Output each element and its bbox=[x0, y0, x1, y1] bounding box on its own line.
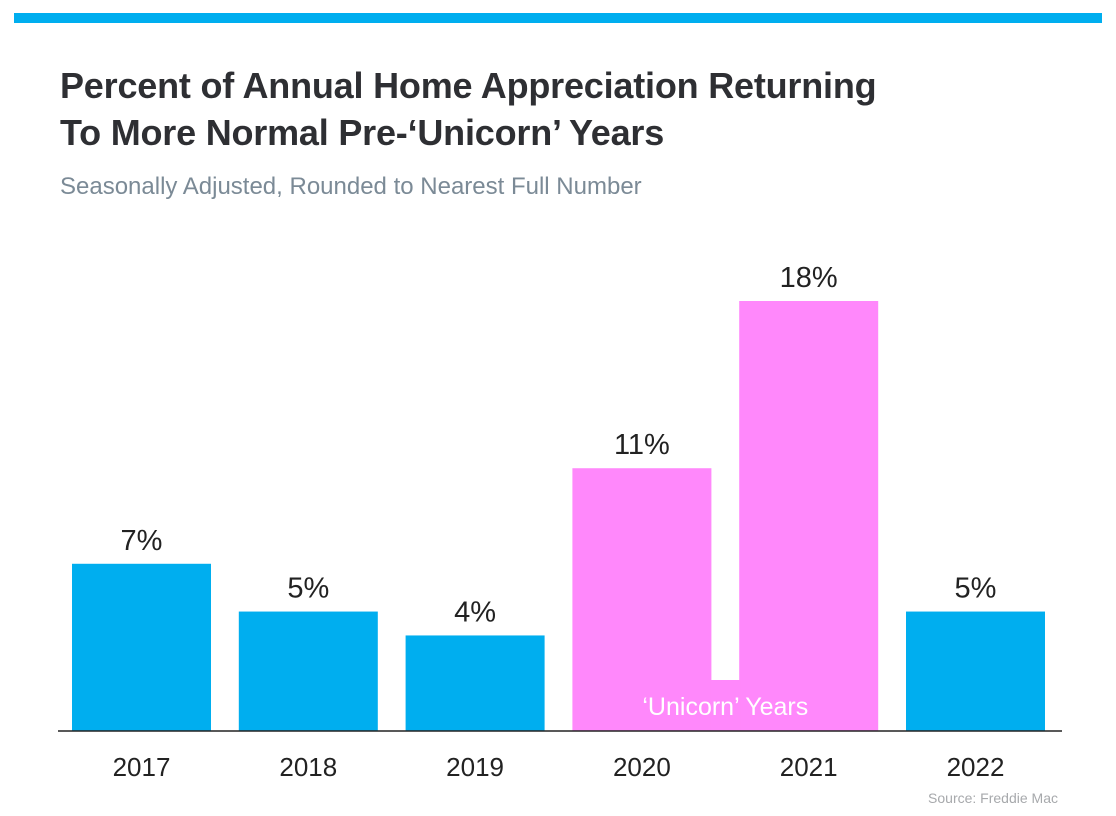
x-tick-label-2019: 2019 bbox=[446, 752, 504, 782]
top-accent-bar bbox=[14, 13, 1102, 23]
chart-title-line-1: Percent of Annual Home Appreciation Retu… bbox=[60, 65, 877, 106]
bar-2019 bbox=[405, 635, 545, 731]
bar-2018 bbox=[238, 611, 378, 731]
bar-2022 bbox=[906, 611, 1045, 731]
data-label-2021: 18% bbox=[780, 262, 838, 294]
bar-2017 bbox=[72, 563, 211, 731]
x-tick-label-2020: 2020 bbox=[613, 752, 671, 782]
x-tick-label-2017: 2017 bbox=[113, 752, 171, 782]
data-label-2019: 4% bbox=[454, 596, 496, 628]
unicorn-band bbox=[710, 680, 741, 731]
bar-2021 bbox=[739, 301, 879, 731]
data-label-2020: 11% bbox=[614, 429, 670, 461]
chart-title: Percent of Annual Home Appreciation Retu… bbox=[60, 62, 1070, 156]
data-label-2022: 5% bbox=[955, 573, 997, 605]
bar-2020 bbox=[572, 468, 712, 731]
data-label-2018: 5% bbox=[287, 573, 329, 605]
x-tick-label-2021: 2021 bbox=[780, 752, 838, 782]
chart-subtitle: Seasonally Adjusted, Rounded to Nearest … bbox=[60, 173, 642, 200]
data-label-2017: 7% bbox=[121, 525, 163, 557]
x-tick-label-2022: 2022 bbox=[947, 752, 1005, 782]
x-tick-label-2018: 2018 bbox=[279, 752, 337, 782]
source-note: Source: Freddie Mac bbox=[928, 790, 1058, 806]
unicorn-years-label: ‘Unicorn’ Years bbox=[642, 693, 808, 721]
chart-title-line-2: To More Normal Pre-‘Unicorn’ Years bbox=[60, 112, 665, 153]
